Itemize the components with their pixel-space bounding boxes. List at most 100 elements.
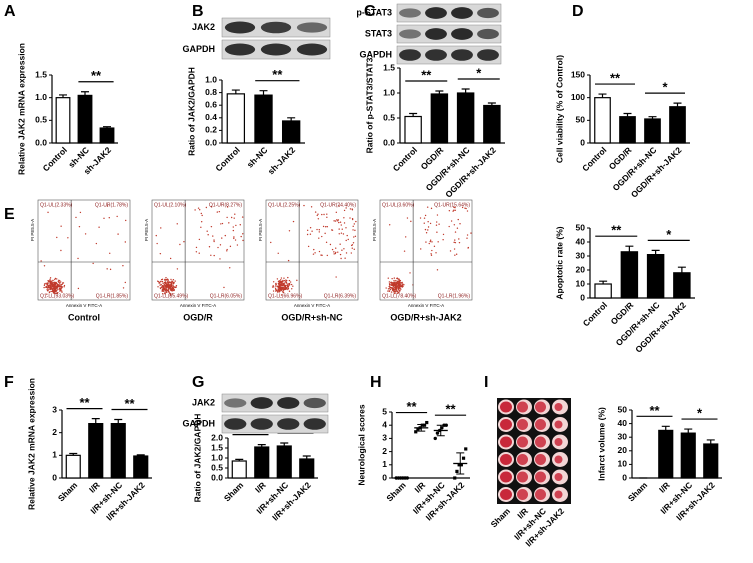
significance-label: * (697, 405, 703, 420)
flow-event (467, 247, 469, 249)
flow-event (205, 206, 208, 209)
flow-event (435, 252, 437, 254)
quadrant-label: Q1-UR(8.27%) (209, 202, 242, 208)
flow-event (159, 280, 162, 283)
flow-event (283, 277, 285, 279)
brain-stain (500, 419, 512, 430)
flow-event (288, 290, 291, 292)
flow-event (210, 254, 212, 256)
flow-event (117, 233, 119, 235)
flow-event (172, 286, 175, 288)
flow-event (51, 280, 53, 283)
flow-event (47, 211, 49, 214)
flow-event (399, 290, 401, 292)
blot-band (451, 49, 473, 61)
flow-event (351, 244, 354, 246)
y-tick-label: 1.0 (205, 74, 217, 84)
flow-event (165, 285, 168, 288)
flow-event (318, 250, 321, 253)
bar (404, 115, 422, 144)
bar (594, 97, 611, 144)
flow-event (54, 288, 56, 290)
flow-event (392, 282, 395, 285)
infarct-area (517, 419, 528, 430)
flow-event (201, 214, 203, 217)
flow-event (317, 213, 319, 215)
flow-event (425, 241, 427, 243)
flow-event (210, 206, 213, 208)
flow-event (455, 253, 458, 255)
flow-event (284, 287, 286, 289)
panel-letter: B (192, 3, 204, 20)
flow-event (309, 227, 312, 229)
flow-event (283, 282, 285, 284)
flow-event (167, 283, 170, 285)
flow-event (167, 289, 170, 291)
flow-event (398, 281, 400, 283)
flow-event (208, 246, 211, 248)
flow-event (279, 288, 281, 290)
flow-event (79, 211, 82, 214)
blot-band (477, 49, 499, 61)
flow-event (433, 245, 436, 248)
blot-band (224, 21, 256, 34)
flow-event (404, 236, 407, 238)
flow-event (345, 252, 348, 254)
flow-event (424, 228, 427, 231)
flow-event (43, 283, 46, 285)
quadrant-label: Q1-LL(85.49%) (154, 293, 189, 299)
x-tick-label: Sham (222, 480, 246, 504)
blot-band (399, 49, 421, 61)
flow-event (166, 282, 169, 284)
flow-event (106, 205, 109, 207)
blot-band (303, 397, 326, 409)
y-tick-label: 0.8 (205, 87, 217, 97)
flow-event (157, 280, 159, 282)
flow-event (160, 283, 162, 286)
flow-event (60, 225, 62, 227)
flow-event (317, 218, 320, 220)
flow-event (60, 289, 62, 291)
flow-event (58, 284, 60, 286)
flow-event (402, 285, 404, 287)
flow-event (53, 281, 56, 284)
panel-letter: G (192, 374, 204, 391)
flow-event (165, 290, 167, 293)
flow-event (281, 291, 284, 293)
flow-event (387, 277, 389, 279)
error-bar (673, 102, 682, 107)
flow-event (212, 235, 214, 237)
bar (65, 454, 81, 479)
flow-event (340, 232, 343, 234)
flow-event (325, 241, 328, 244)
flow-event (60, 281, 62, 283)
flow-event (221, 237, 223, 239)
flow-event (55, 285, 58, 287)
significance-label: ** (649, 403, 660, 418)
flow-event (55, 287, 58, 289)
flow-event (321, 235, 323, 238)
panel-letter: I (484, 374, 488, 391)
error-bar (409, 112, 418, 117)
y-tick-label: 1.0 (383, 87, 395, 97)
flow-event (423, 222, 425, 224)
flow-event (174, 280, 176, 282)
data-point (422, 423, 427, 427)
flow-event (335, 247, 337, 249)
error-bar (103, 126, 111, 129)
flow-event (213, 240, 215, 243)
blot-band (250, 418, 273, 430)
flow-event (394, 282, 397, 284)
brain-background (497, 398, 571, 504)
bar (88, 423, 104, 479)
flow-event (345, 239, 347, 242)
x-tick-label: I/R (253, 480, 268, 495)
flow-event (161, 278, 164, 280)
flow-event (226, 248, 228, 251)
flow-event (169, 294, 172, 296)
quadrant-label: Q1-LL(78.40%) (382, 293, 417, 299)
y-tick-label: 40 (576, 236, 586, 246)
flow-event (402, 283, 404, 285)
data-point (435, 431, 440, 435)
